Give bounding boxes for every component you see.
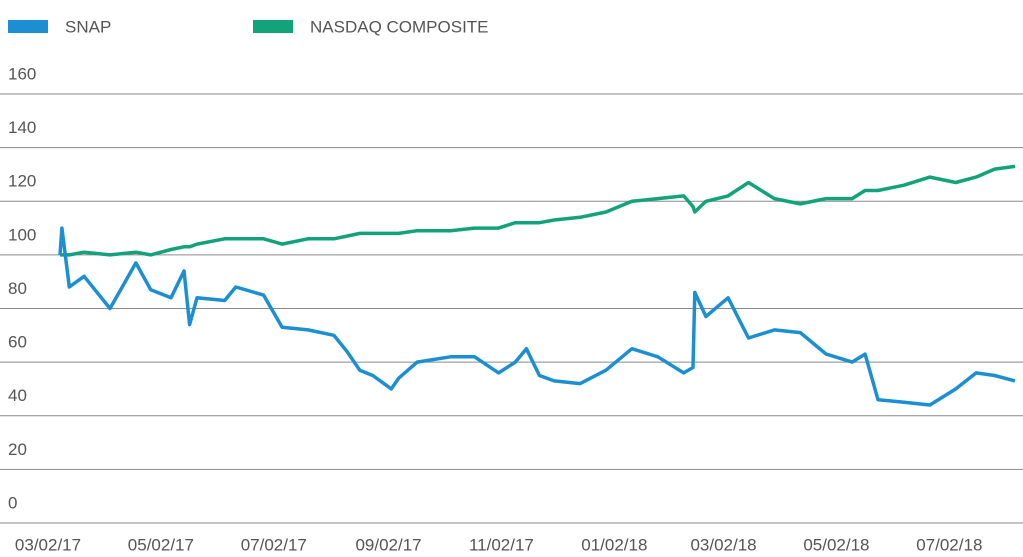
y-tick-label: 20 <box>8 440 27 459</box>
x-tick-label: 01/02/18 <box>581 535 647 554</box>
legend-label: SNAP <box>65 17 111 36</box>
legend-swatch <box>8 20 48 33</box>
y-tick-label: 120 <box>8 172 36 191</box>
x-tick-label: 03/02/18 <box>690 535 756 554</box>
x-tick-label: 09/02/17 <box>355 535 421 554</box>
x-tick-label: 05/02/17 <box>128 535 194 554</box>
y-tick-label: 140 <box>8 118 36 137</box>
x-tick-label: 03/02/17 <box>15 535 81 554</box>
y-tick-label: 60 <box>8 333 27 352</box>
legend-swatch <box>253 20 293 33</box>
legend-label: NASDAQ COMPOSITE <box>310 17 489 36</box>
y-tick-label: 40 <box>8 386 27 405</box>
y-tick-label: 160 <box>8 64 36 83</box>
x-tick-label: 05/02/18 <box>803 535 869 554</box>
y-tick-label: 80 <box>8 279 27 298</box>
y-tick-label: 100 <box>8 225 36 244</box>
x-tick-label: 07/02/18 <box>916 535 982 554</box>
x-tick-label: 07/02/17 <box>241 535 307 554</box>
y-tick-label: 0 <box>8 493 17 512</box>
series-line <box>58 226 1016 407</box>
x-tick-label: 11/02/17 <box>469 535 534 554</box>
series-line <box>60 164 1016 257</box>
